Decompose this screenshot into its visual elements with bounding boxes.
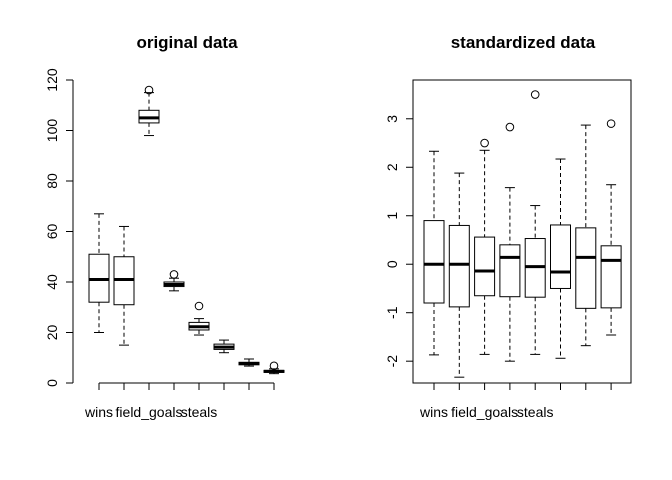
plot-frame [412, 79, 632, 384]
y-tick-label: 2 [384, 163, 400, 171]
chart-panel-original: original data 0 20 40 60 80 100 120 wins field_g… [44, 33, 285, 420]
boxplot-7 [575, 124, 597, 347]
y-tick-label: 0 [44, 379, 60, 387]
x-tick-label: steals [181, 404, 218, 420]
boxplot-4 [499, 122, 521, 362]
box [499, 244, 521, 298]
outlier-point [606, 119, 616, 128]
boxplot-5 [524, 90, 546, 355]
outlier-point [144, 85, 154, 95]
outlier-point [194, 301, 204, 311]
boxplot-1 [423, 150, 445, 356]
boxplot-1 [88, 213, 110, 333]
y-tick-label: 1 [384, 212, 400, 220]
outlier-point [269, 361, 279, 371]
outlier-point [169, 270, 179, 279]
y-tick-label: -1 [384, 306, 400, 319]
box [575, 227, 597, 309]
boxplot-6 [550, 158, 571, 359]
y-tick-label: 80 [44, 173, 60, 189]
x-tick-label: field_goals [451, 404, 518, 420]
box [474, 236, 496, 297]
boxplot-8 [600, 119, 622, 336]
x-tick-label: wins [419, 404, 448, 420]
y-tick-label: 3 [384, 115, 400, 123]
box [600, 245, 622, 309]
box [448, 224, 470, 308]
outlier-point [530, 90, 540, 99]
chart-title: original data [136, 33, 238, 52]
boxplot-6 [213, 339, 235, 354]
y-tick-label: 60 [44, 224, 60, 240]
boxplot-5 [188, 301, 210, 336]
chart-title: standardized data [451, 33, 596, 52]
y-tick-label: 40 [44, 274, 60, 290]
boxplot-7 [238, 358, 260, 367]
x-tick-label: field_goals [116, 404, 183, 420]
x-tick-label: steals [517, 404, 554, 420]
boxplot-2 [448, 172, 470, 378]
y-tick-label: 0 [384, 260, 400, 268]
boxplot-2 [113, 225, 135, 346]
y-tick-label: -2 [384, 355, 400, 368]
box [423, 220, 445, 304]
y-tick-label: 100 [44, 119, 60, 143]
y-tick-label: 20 [44, 325, 60, 341]
box [550, 224, 571, 289]
outlier-point [505, 122, 515, 132]
boxplot-4 [163, 270, 185, 292]
x-tick-label: wins [84, 404, 113, 420]
boxplot-3 [474, 138, 496, 355]
chart-panel-standardized: standardized data -2 -1 0 1 2 3 wins field_goal… [384, 33, 632, 420]
y-tick-label: 120 [44, 68, 60, 92]
boxplot-3 [138, 85, 160, 137]
boxplot-8 [263, 361, 285, 375]
outlier-point [480, 138, 489, 148]
